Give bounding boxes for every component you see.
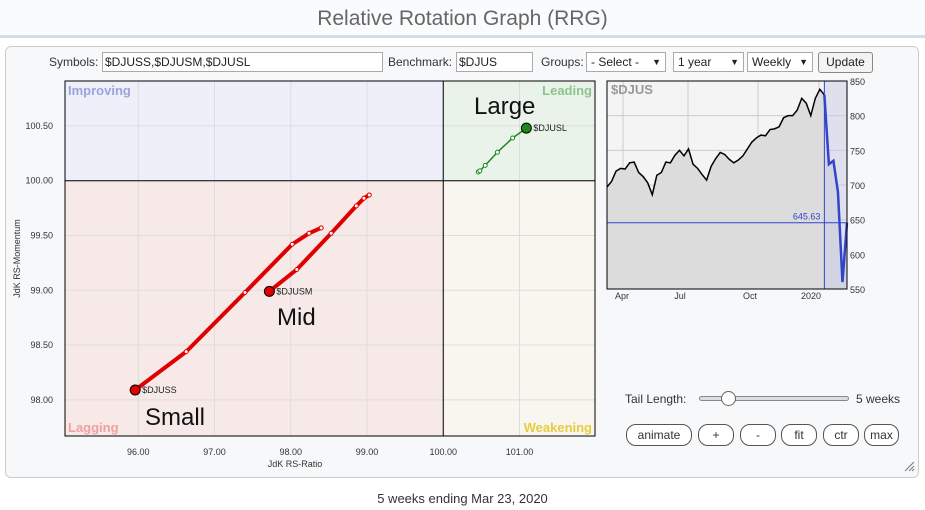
mini-x-tick: 2020 <box>801 291 821 301</box>
period-select[interactable]: 1 year ▼ <box>673 52 744 72</box>
mini-x-tick: Oct <box>743 291 758 301</box>
mini-y-tick: 800 <box>850 112 865 122</box>
tail-point <box>482 162 488 168</box>
animate-button[interactable]: animate <box>626 424 692 446</box>
mini-x-tick: Jul <box>674 291 686 301</box>
head-point <box>520 122 532 134</box>
annotation-mid: Mid <box>277 304 316 331</box>
chevron-down-icon: ▼ <box>730 57 739 67</box>
center-button[interactable]: ctr <box>823 424 859 446</box>
tail-point <box>361 195 367 201</box>
y-tick-label: 98.50 <box>30 340 53 350</box>
tail-length-label: Tail Length: <box>625 392 687 406</box>
tail-point <box>494 149 500 155</box>
mini-chart-title: $DJUS <box>611 82 653 97</box>
chevron-down-icon: ▼ <box>799 57 808 67</box>
x-tick-label: 100.00 <box>429 447 457 457</box>
y-tick-label: 99.00 <box>30 285 53 295</box>
tail-point <box>318 225 324 231</box>
tail-point <box>510 135 516 141</box>
y-tick-label: 100.00 <box>25 176 53 186</box>
frequency-value: Weekly <box>752 55 792 69</box>
max-button[interactable]: max <box>864 424 899 446</box>
price-area <box>607 89 847 289</box>
y-axis-label: JdK RS-Momentum <box>12 219 22 298</box>
tail-point <box>183 349 189 355</box>
groups-value: - Select - <box>591 55 640 69</box>
frequency-select[interactable]: Weekly ▼ <box>747 52 813 72</box>
last-value-label: 645.63 <box>793 212 821 222</box>
x-tick-label: 98.00 <box>279 447 302 457</box>
annotation-small: Small <box>145 404 205 431</box>
lagging-quadrant <box>65 180 444 436</box>
slider-handle[interactable] <box>720 391 736 406</box>
head-point <box>263 285 275 297</box>
groups-label: Groups: <box>541 55 584 69</box>
update-button[interactable]: Update <box>818 52 873 73</box>
mini-x-tick: Apr <box>615 291 629 301</box>
improving-quadrant <box>65 81 444 181</box>
benchmark-input[interactable]: $DJUS <box>456 52 533 72</box>
tail-price-line <box>823 94 849 283</box>
tail-point <box>306 230 312 236</box>
x-tick-label: 99.00 <box>356 447 379 457</box>
improving-label: Improving <box>68 83 131 98</box>
tail-point <box>366 192 372 198</box>
mini-y-tick: 550 <box>850 285 865 295</box>
mini-y-tick: 700 <box>850 181 865 191</box>
tail-point <box>242 289 248 295</box>
mini-chart-border <box>606 80 848 290</box>
tail-point <box>294 266 300 272</box>
x-tick-label: 96.00 <box>127 447 150 457</box>
leading-label: Leading <box>542 83 592 98</box>
tail-point <box>353 203 359 209</box>
x-axis-label: JdK RS-Ratio <box>268 459 323 469</box>
groups-select[interactable]: - Select - ▼ <box>586 52 666 72</box>
y-tick-label: 100.50 <box>25 121 53 131</box>
x-tick-label: 101.00 <box>506 447 534 457</box>
x-tick-label: 97.00 <box>203 447 226 457</box>
y-tick-label: 98.00 <box>30 395 53 405</box>
y-tick-label: 99.50 <box>30 230 53 240</box>
lagging-label: Lagging <box>68 420 119 435</box>
series-label: $DJUSL <box>533 123 567 133</box>
tail-length-value: 5 weeks <box>856 392 901 406</box>
mini-y-tick: 750 <box>850 146 865 156</box>
page-title: Relative Rotation Graph (RRG) <box>0 0 925 38</box>
series-label: $DJUSM <box>276 286 312 296</box>
mini-y-tick: 850 <box>850 77 865 87</box>
period-value: 1 year <box>678 55 712 69</box>
symbols-input[interactable]: $DJUSS,$DJUSM,$DJUSL <box>102 52 383 72</box>
series-label: $DJUSS <box>142 385 177 395</box>
tail-point <box>328 230 334 236</box>
zoom-in-button[interactable]: + <box>698 424 734 446</box>
annotation-large: Large <box>474 93 535 120</box>
date-range-caption: 5 weeks ending Mar 23, 2020 <box>377 491 548 506</box>
tail-point <box>289 241 295 247</box>
mini-y-tick: 650 <box>850 216 865 226</box>
plot-border <box>64 80 596 437</box>
weakening-label: Weakening <box>524 420 592 435</box>
fit-button[interactable]: fit <box>781 424 817 446</box>
tail-length-slider[interactable] <box>699 391 849 406</box>
resize-handle-icon[interactable] <box>903 460 915 472</box>
price-line <box>606 87 825 198</box>
tail-point <box>477 168 483 174</box>
mini-y-tick: 600 <box>850 250 865 260</box>
head-point <box>129 384 141 396</box>
symbols-label: Symbols: <box>49 55 99 69</box>
rrg-chart: 96.00 97.00 98.00 99.00 100.00 101.00 98.00 98.… <box>12 77 865 469</box>
chevron-down-icon: ▼ <box>652 57 661 67</box>
zoom-out-button[interactable]: - <box>740 424 776 446</box>
benchmark-label: Benchmark: <box>388 55 453 69</box>
